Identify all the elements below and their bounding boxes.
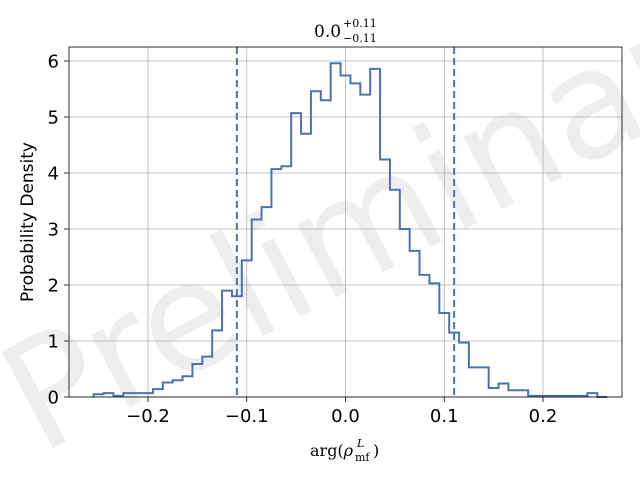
x-tick-label: 0.1: [430, 406, 459, 427]
y-tick-label: 2: [48, 276, 59, 297]
xlabel-symbol: ρ: [343, 441, 354, 460]
y-axis-ticks: 0 1 2 3 4 5 6: [48, 52, 69, 409]
y-tick-label: 3: [48, 220, 59, 241]
title-base: 0.0: [314, 22, 341, 42]
title-subscript: −0.11: [343, 32, 377, 45]
y-tick-label: 1: [48, 332, 59, 353]
y-axis-label: Probability Density: [18, 142, 38, 302]
x-axis-ticks: −0.2 −0.1 0.0 0.1 0.2: [126, 397, 557, 427]
chart-title: 0.0: [314, 22, 341, 42]
x-tick-label: −0.2: [126, 406, 170, 427]
y-tick-label: 5: [48, 108, 59, 129]
y-tick-label: 0: [48, 388, 59, 409]
x-tick-label: −0.1: [225, 406, 269, 427]
x-tick-label: 0.0: [331, 406, 360, 427]
credible-interval-lines: [235, 47, 456, 397]
histogram-outline: [92, 62, 608, 398]
histogram-step: [92, 62, 608, 398]
grid-lines: [69, 47, 622, 398]
x-tick-label: 0.2: [529, 406, 558, 427]
xlabel-subscript: mf: [355, 451, 370, 464]
x-axis-label: arg(ρ: [310, 441, 354, 460]
y-tick-label: 4: [48, 164, 59, 185]
y-tick-label: 6: [48, 52, 59, 73]
xlabel-superscript: L: [356, 437, 364, 450]
xlabel-fn: arg(: [310, 441, 344, 460]
xlabel-close-paren: ): [373, 441, 379, 460]
title-superscript: +0.11: [343, 17, 377, 30]
